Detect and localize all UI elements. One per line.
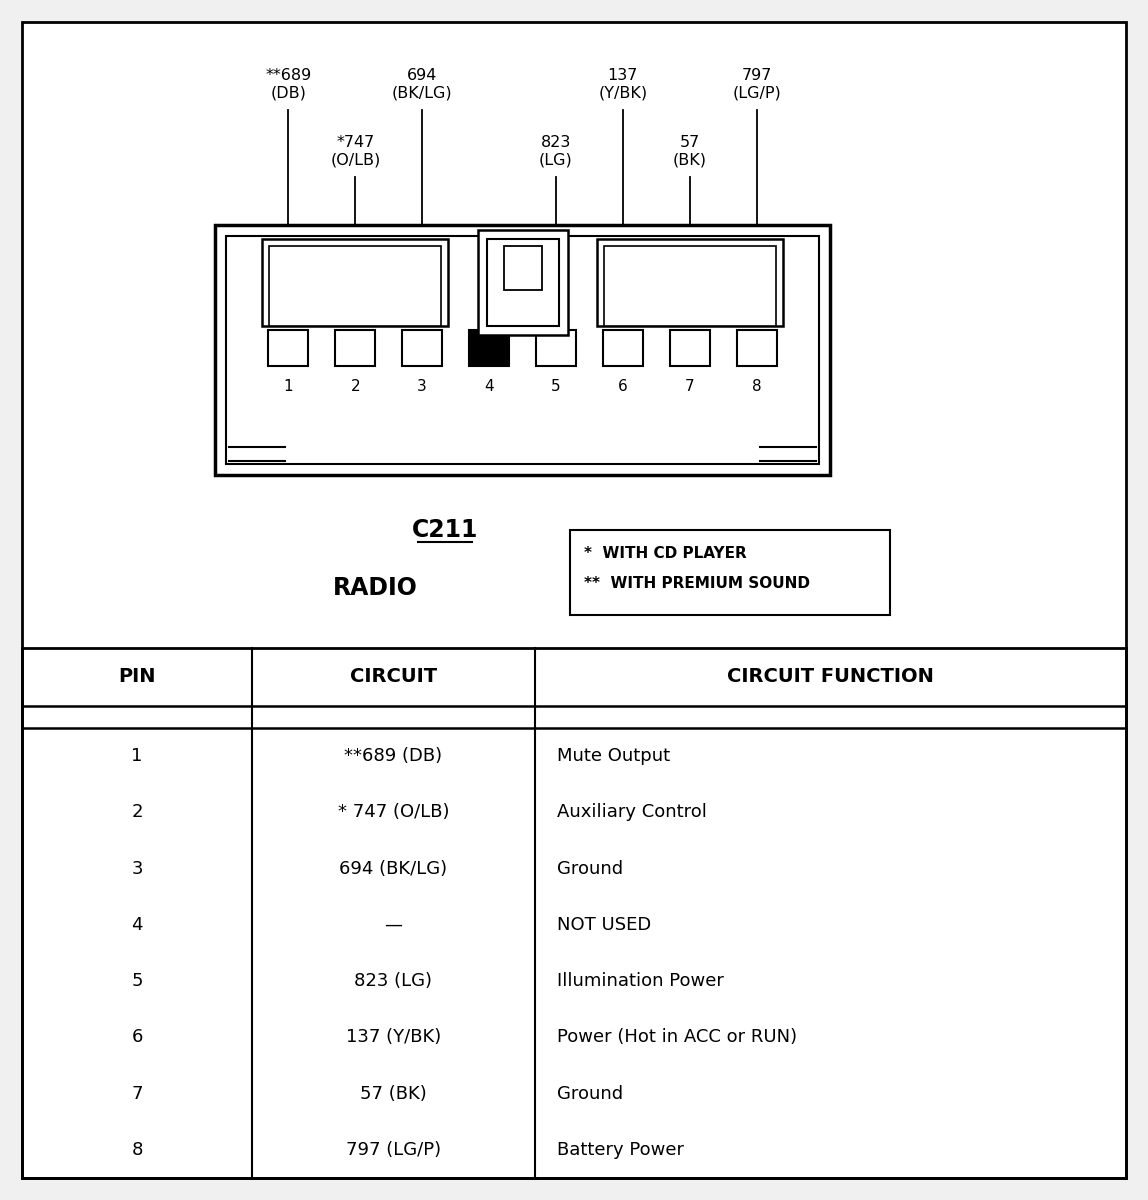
Text: 3: 3 bbox=[418, 379, 427, 394]
Text: 5: 5 bbox=[131, 972, 142, 990]
Text: Mute Output: Mute Output bbox=[557, 748, 670, 766]
Text: CIRCUIT: CIRCUIT bbox=[350, 667, 437, 686]
Text: 4: 4 bbox=[131, 916, 142, 934]
Text: Illumination Power: Illumination Power bbox=[557, 972, 724, 990]
Text: CIRCUIT FUNCTION: CIRCUIT FUNCTION bbox=[727, 667, 934, 686]
Text: 2: 2 bbox=[350, 379, 360, 394]
Bar bbox=[603, 330, 643, 366]
Bar bbox=[737, 330, 776, 366]
Bar bbox=[597, 239, 783, 326]
Bar bbox=[226, 236, 819, 464]
Text: 797
(LG/P): 797 (LG/P) bbox=[732, 68, 781, 101]
Text: * 747 (O/LB): * 747 (O/LB) bbox=[338, 803, 449, 821]
Text: 5: 5 bbox=[551, 379, 560, 394]
Text: **689 (DB): **689 (DB) bbox=[344, 748, 443, 766]
Text: 694
(BK/LG): 694 (BK/LG) bbox=[391, 68, 452, 101]
Text: 137
(Y/BK): 137 (Y/BK) bbox=[598, 68, 647, 101]
Text: 823
(LG): 823 (LG) bbox=[540, 134, 573, 168]
Text: Power (Hot in ACC or RUN): Power (Hot in ACC or RUN) bbox=[557, 1028, 797, 1046]
Bar bbox=[215, 226, 830, 475]
Text: NOT USED: NOT USED bbox=[557, 916, 651, 934]
Text: **689
(DB): **689 (DB) bbox=[265, 68, 311, 101]
Bar bbox=[335, 330, 375, 366]
Text: 6: 6 bbox=[618, 379, 628, 394]
Bar bbox=[571, 530, 890, 614]
Text: *747
(O/LB): *747 (O/LB) bbox=[331, 134, 380, 168]
Text: C211: C211 bbox=[412, 518, 479, 542]
Text: 4: 4 bbox=[484, 379, 494, 394]
Text: Auxiliary Control: Auxiliary Control bbox=[557, 803, 707, 821]
Text: Ground: Ground bbox=[557, 859, 623, 877]
Text: *  WITH CD PLAYER: * WITH CD PLAYER bbox=[584, 546, 746, 560]
Text: 3: 3 bbox=[131, 859, 142, 877]
Text: Ground: Ground bbox=[557, 1085, 623, 1103]
Text: 1: 1 bbox=[131, 748, 142, 766]
Text: 7: 7 bbox=[131, 1085, 142, 1103]
Bar bbox=[263, 239, 448, 326]
Text: 694 (BK/LG): 694 (BK/LG) bbox=[340, 859, 448, 877]
Bar bbox=[669, 330, 709, 366]
Text: 1: 1 bbox=[284, 379, 293, 394]
Text: 823 (LG): 823 (LG) bbox=[355, 972, 433, 990]
Bar bbox=[487, 239, 558, 326]
Text: 6: 6 bbox=[131, 1028, 142, 1046]
Text: 7: 7 bbox=[685, 379, 695, 394]
Bar bbox=[402, 330, 442, 366]
Text: —: — bbox=[385, 916, 403, 934]
Text: 8: 8 bbox=[131, 1141, 142, 1159]
Text: Battery Power: Battery Power bbox=[557, 1141, 684, 1159]
Text: 57
(BK): 57 (BK) bbox=[673, 134, 707, 168]
Text: 8: 8 bbox=[752, 379, 761, 394]
Bar bbox=[478, 230, 567, 335]
Bar bbox=[504, 246, 542, 289]
Bar bbox=[470, 330, 509, 366]
Text: PIN: PIN bbox=[118, 667, 156, 686]
Text: 797 (LG/P): 797 (LG/P) bbox=[346, 1141, 441, 1159]
Text: RADIO: RADIO bbox=[333, 576, 418, 600]
Bar bbox=[269, 330, 309, 366]
Text: 137 (Y/BK): 137 (Y/BK) bbox=[346, 1028, 441, 1046]
Bar bbox=[604, 246, 776, 326]
Text: 57 (BK): 57 (BK) bbox=[360, 1085, 427, 1103]
Bar bbox=[270, 246, 441, 326]
Text: **  WITH PREMIUM SOUND: ** WITH PREMIUM SOUND bbox=[584, 576, 810, 590]
Text: 2: 2 bbox=[131, 803, 142, 821]
Bar bbox=[536, 330, 576, 366]
